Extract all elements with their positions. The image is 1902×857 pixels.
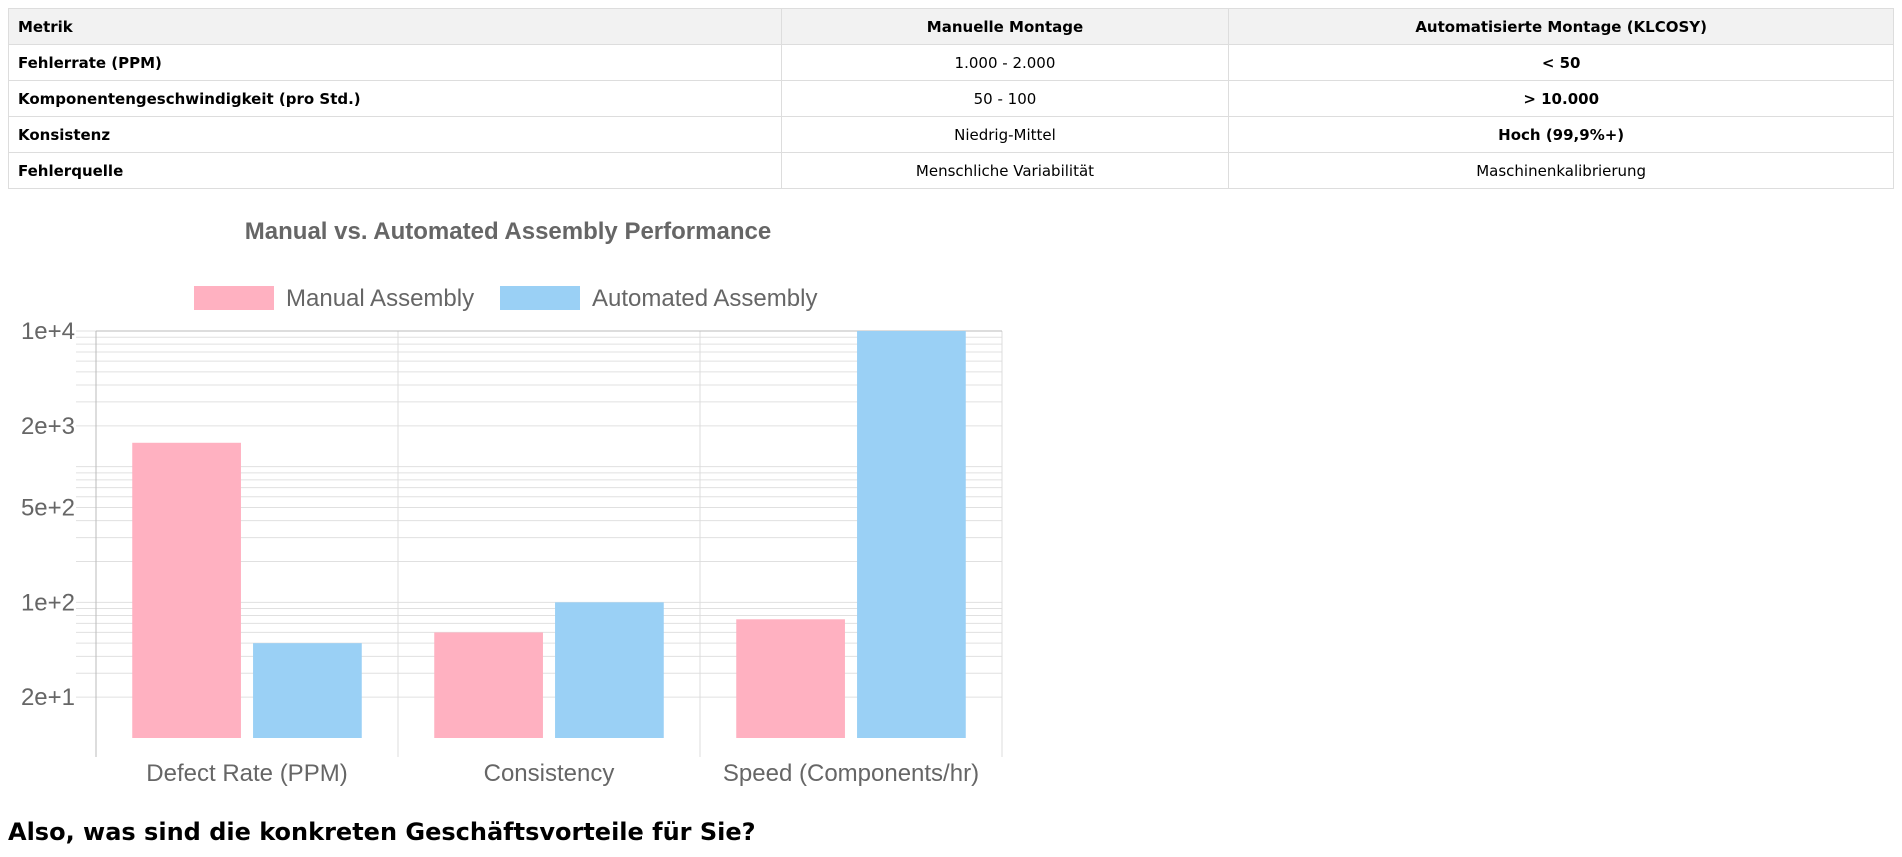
manual-value: Niedrig-Mittel — [780, 116, 1230, 153]
legend-swatch-manual — [194, 286, 274, 310]
metric-name: Fehlerquelle — [8, 152, 782, 189]
header-manual: Manuelle Montage — [780, 8, 1230, 45]
table-row: Konsistenz Niedrig-Mittel Hoch (99,9%+) — [8, 116, 1894, 153]
x-tick-label: Defect Rate (PPM) — [146, 760, 347, 787]
chart-bars — [132, 331, 966, 738]
bar-manual-0 — [132, 442, 241, 738]
x-axis-labels: Defect Rate (PPM) Consistency Speed (Compo… — [146, 760, 979, 787]
header-automated: Automatisierte Montage (KLCOSY) — [1228, 8, 1894, 45]
legend-swatch-automated — [500, 286, 580, 310]
table-header-row: Metrik Manuelle Montage Automatisierte M… — [8, 8, 1894, 45]
header-metric: Metrik — [8, 8, 782, 45]
legend-label-manual: Manual Assembly — [286, 285, 474, 312]
manual-value: 1.000 - 2.000 — [780, 44, 1230, 81]
metric-name: Komponentengeschwindigkeit (pro Std.) — [8, 80, 782, 117]
y-axis-labels: 2e+1 1e+2 5e+2 2e+3 1e+4 — [21, 318, 75, 711]
manual-value: Menschliche Variabilität — [780, 152, 1230, 189]
table-row: Komponentengeschwindigkeit (pro Std.) 50… — [8, 80, 1894, 117]
automated-value: > 10.000 — [1228, 80, 1894, 117]
manual-value: 50 - 100 — [780, 80, 1230, 117]
table-row: Fehlerquelle Menschliche Variabilität Ma… — [8, 152, 1894, 189]
bar-automated-2 — [857, 331, 966, 738]
automated-value: Hoch (99,9%+) — [1228, 116, 1894, 153]
y-tick-label: 2e+1 — [21, 684, 75, 711]
bar-manual-2 — [736, 619, 845, 738]
comparison-table: Metrik Manuelle Montage Automatisierte M… — [8, 8, 1894, 189]
bar-automated-1 — [555, 602, 664, 738]
x-tick-label: Consistency — [484, 760, 615, 787]
chart-legend: Manual Assembly Automated Assembly — [194, 285, 817, 312]
automated-value: Maschinenkalibrierung — [1228, 152, 1894, 189]
y-tick-label: 1e+2 — [21, 589, 75, 616]
metric-name: Konsistenz — [8, 116, 782, 153]
legend-label-automated: Automated Assembly — [592, 285, 817, 312]
chart-title: Manual vs. Automated Assembly Performanc… — [245, 218, 771, 245]
table-row: Fehlerrate (PPM) 1.000 - 2.000 < 50 — [8, 44, 1894, 81]
automated-value: < 50 — [1228, 44, 1894, 81]
bar-automated-0 — [253, 643, 362, 738]
x-tick-label: Speed (Components/hr) — [723, 760, 979, 787]
chart-grid — [76, 330, 1003, 757]
metric-name: Fehlerrate (PPM) — [8, 44, 782, 81]
section-question: Also, was sind die konkreten Geschäftsvo… — [8, 818, 756, 846]
y-tick-label: 5e+2 — [21, 495, 75, 522]
bar-manual-1 — [434, 632, 543, 738]
y-tick-label: 1e+4 — [21, 318, 75, 345]
assembly-performance-chart: Manual vs. Automated Assembly Performanc… — [21, 218, 1003, 787]
y-tick-label: 2e+3 — [21, 413, 75, 440]
